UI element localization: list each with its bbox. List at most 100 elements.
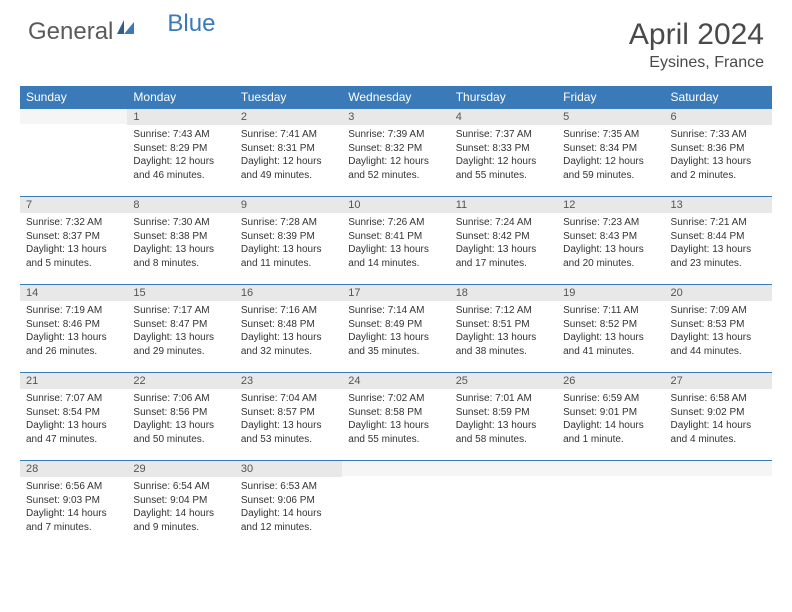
calendar-cell: 29Sunrise: 6:54 AMSunset: 9:04 PMDayligh… (127, 460, 234, 548)
day-number: 6 (665, 108, 772, 125)
calendar-week: 28Sunrise: 6:56 AMSunset: 9:03 PMDayligh… (20, 460, 772, 548)
day-number: 11 (450, 196, 557, 213)
daylight-text: Daylight: 12 hours and 59 minutes. (563, 155, 658, 182)
daylight-text: Daylight: 14 hours and 7 minutes. (26, 507, 121, 534)
sunset-text: Sunset: 8:33 PM (456, 142, 551, 156)
weekday-header: Tuesday (235, 86, 342, 108)
day-body: Sunrise: 7:41 AMSunset: 8:31 PMDaylight:… (235, 125, 342, 186)
sunrise-text: Sunrise: 6:56 AM (26, 480, 121, 494)
calendar-week: 7Sunrise: 7:32 AMSunset: 8:37 PMDaylight… (20, 196, 772, 284)
sunset-text: Sunset: 9:01 PM (563, 406, 658, 420)
day-number: 24 (342, 372, 449, 389)
calendar-cell: 24Sunrise: 7:02 AMSunset: 8:58 PMDayligh… (342, 372, 449, 460)
daylight-text: Daylight: 13 hours and 14 minutes. (348, 243, 443, 270)
daylight-text: Daylight: 13 hours and 44 minutes. (671, 331, 766, 358)
sunrise-text: Sunrise: 7:07 AM (26, 392, 121, 406)
day-body (557, 476, 664, 536)
daylight-text: Daylight: 13 hours and 32 minutes. (241, 331, 336, 358)
day-body: Sunrise: 7:28 AMSunset: 8:39 PMDaylight:… (235, 213, 342, 274)
day-number: 3 (342, 108, 449, 125)
sunset-text: Sunset: 8:32 PM (348, 142, 443, 156)
sunset-text: Sunset: 8:53 PM (671, 318, 766, 332)
sunset-text: Sunset: 8:37 PM (26, 230, 121, 244)
day-number: 9 (235, 196, 342, 213)
calendar-cell: 17Sunrise: 7:14 AMSunset: 8:49 PMDayligh… (342, 284, 449, 372)
weekday-header: Monday (127, 86, 234, 108)
day-body: Sunrise: 7:06 AMSunset: 8:56 PMDaylight:… (127, 389, 234, 450)
calendar-cell: 9Sunrise: 7:28 AMSunset: 8:39 PMDaylight… (235, 196, 342, 284)
day-body: Sunrise: 6:54 AMSunset: 9:04 PMDaylight:… (127, 477, 234, 538)
day-number: 7 (20, 196, 127, 213)
sunset-text: Sunset: 8:58 PM (348, 406, 443, 420)
day-body (20, 124, 127, 184)
sunset-text: Sunset: 8:38 PM (133, 230, 228, 244)
day-body: Sunrise: 6:53 AMSunset: 9:06 PMDaylight:… (235, 477, 342, 538)
day-body: Sunrise: 7:26 AMSunset: 8:41 PMDaylight:… (342, 213, 449, 274)
day-body: Sunrise: 6:58 AMSunset: 9:02 PMDaylight:… (665, 389, 772, 450)
calendar-cell: 10Sunrise: 7:26 AMSunset: 8:41 PMDayligh… (342, 196, 449, 284)
sunrise-text: Sunrise: 7:43 AM (133, 128, 228, 142)
calendar-cell: 30Sunrise: 6:53 AMSunset: 9:06 PMDayligh… (235, 460, 342, 548)
day-number (665, 460, 772, 476)
calendar-cell: 5Sunrise: 7:35 AMSunset: 8:34 PMDaylight… (557, 108, 664, 196)
day-body: Sunrise: 7:16 AMSunset: 8:48 PMDaylight:… (235, 301, 342, 362)
title-block: April 2024 Eysines, France (629, 18, 764, 72)
calendar-cell: 4Sunrise: 7:37 AMSunset: 8:33 PMDaylight… (450, 108, 557, 196)
location-label: Eysines, France (629, 54, 764, 72)
calendar-cell: 26Sunrise: 6:59 AMSunset: 9:01 PMDayligh… (557, 372, 664, 460)
sunrise-text: Sunrise: 7:01 AM (456, 392, 551, 406)
day-body (450, 476, 557, 536)
day-body: Sunrise: 7:02 AMSunset: 8:58 PMDaylight:… (342, 389, 449, 450)
flag-icon (117, 20, 135, 39)
daylight-text: Daylight: 12 hours and 49 minutes. (241, 155, 336, 182)
daylight-text: Daylight: 12 hours and 55 minutes. (456, 155, 551, 182)
day-body: Sunrise: 7:37 AMSunset: 8:33 PMDaylight:… (450, 125, 557, 186)
sunset-text: Sunset: 9:02 PM (671, 406, 766, 420)
daylight-text: Daylight: 12 hours and 52 minutes. (348, 155, 443, 182)
calendar-cell: 22Sunrise: 7:06 AMSunset: 8:56 PMDayligh… (127, 372, 234, 460)
sunrise-text: Sunrise: 6:54 AM (133, 480, 228, 494)
calendar-head: SundayMondayTuesdayWednesdayThursdayFrid… (20, 86, 772, 108)
sunrise-text: Sunrise: 7:28 AM (241, 216, 336, 230)
brand-logo: General Blue (28, 18, 215, 46)
weekday-header: Saturday (665, 86, 772, 108)
day-number: 19 (557, 284, 664, 301)
daylight-text: Daylight: 13 hours and 41 minutes. (563, 331, 658, 358)
day-body: Sunrise: 7:09 AMSunset: 8:53 PMDaylight:… (665, 301, 772, 362)
sunset-text: Sunset: 8:44 PM (671, 230, 766, 244)
calendar-table: SundayMondayTuesdayWednesdayThursdayFrid… (20, 86, 772, 548)
sunset-text: Sunset: 9:06 PM (241, 494, 336, 508)
daylight-text: Daylight: 13 hours and 53 minutes. (241, 419, 336, 446)
day-number: 27 (665, 372, 772, 389)
sunset-text: Sunset: 8:43 PM (563, 230, 658, 244)
day-body: Sunrise: 7:30 AMSunset: 8:38 PMDaylight:… (127, 213, 234, 274)
day-body: Sunrise: 7:12 AMSunset: 8:51 PMDaylight:… (450, 301, 557, 362)
daylight-text: Daylight: 13 hours and 38 minutes. (456, 331, 551, 358)
sunrise-text: Sunrise: 7:24 AM (456, 216, 551, 230)
month-title: April 2024 (629, 18, 764, 52)
sunrise-text: Sunrise: 7:39 AM (348, 128, 443, 142)
day-body: Sunrise: 7:35 AMSunset: 8:34 PMDaylight:… (557, 125, 664, 186)
day-number: 15 (127, 284, 234, 301)
sunrise-text: Sunrise: 7:06 AM (133, 392, 228, 406)
sunrise-text: Sunrise: 7:04 AM (241, 392, 336, 406)
sunrise-text: Sunrise: 7:26 AM (348, 216, 443, 230)
sunset-text: Sunset: 8:56 PM (133, 406, 228, 420)
day-number: 12 (557, 196, 664, 213)
calendar-cell (20, 108, 127, 196)
day-number: 10 (342, 196, 449, 213)
daylight-text: Daylight: 13 hours and 50 minutes. (133, 419, 228, 446)
sunset-text: Sunset: 8:52 PM (563, 318, 658, 332)
day-number: 23 (235, 372, 342, 389)
calendar-cell (557, 460, 664, 548)
daylight-text: Daylight: 13 hours and 5 minutes. (26, 243, 121, 270)
day-body: Sunrise: 7:04 AMSunset: 8:57 PMDaylight:… (235, 389, 342, 450)
calendar-week: 14Sunrise: 7:19 AMSunset: 8:46 PMDayligh… (20, 284, 772, 372)
daylight-text: Daylight: 13 hours and 11 minutes. (241, 243, 336, 270)
calendar-week: 1Sunrise: 7:43 AMSunset: 8:29 PMDaylight… (20, 108, 772, 196)
calendar-cell: 18Sunrise: 7:12 AMSunset: 8:51 PMDayligh… (450, 284, 557, 372)
sunset-text: Sunset: 9:04 PM (133, 494, 228, 508)
sunrise-text: Sunrise: 7:35 AM (563, 128, 658, 142)
calendar-cell: 27Sunrise: 6:58 AMSunset: 9:02 PMDayligh… (665, 372, 772, 460)
day-number: 21 (20, 372, 127, 389)
